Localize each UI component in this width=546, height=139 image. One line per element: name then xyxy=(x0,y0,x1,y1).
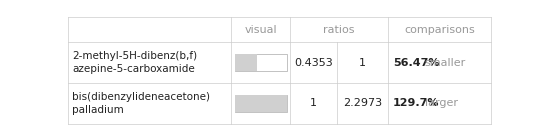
Text: 1: 1 xyxy=(359,58,366,68)
Text: bis(dibenzylideneacetone)
palladium: bis(dibenzylideneacetone) palladium xyxy=(73,92,210,115)
Text: 0.4353: 0.4353 xyxy=(294,58,333,68)
Text: 129.7%: 129.7% xyxy=(393,98,440,108)
Text: comparisons: comparisons xyxy=(404,24,475,34)
Text: smaller: smaller xyxy=(425,58,466,68)
Text: ratios: ratios xyxy=(323,24,355,34)
Text: 2.2973: 2.2973 xyxy=(343,98,382,108)
FancyBboxPatch shape xyxy=(235,95,287,112)
FancyBboxPatch shape xyxy=(235,95,287,112)
FancyBboxPatch shape xyxy=(235,54,287,71)
Text: 56.47%: 56.47% xyxy=(393,58,440,68)
FancyBboxPatch shape xyxy=(235,54,257,71)
Text: 2-methyl-5H-dibenz(b,f)
azepine-5-carboxamide: 2-methyl-5H-dibenz(b,f) azepine-5-carbox… xyxy=(73,51,198,74)
Text: larger: larger xyxy=(425,98,458,108)
Text: visual: visual xyxy=(245,24,277,34)
Text: 1: 1 xyxy=(310,98,317,108)
